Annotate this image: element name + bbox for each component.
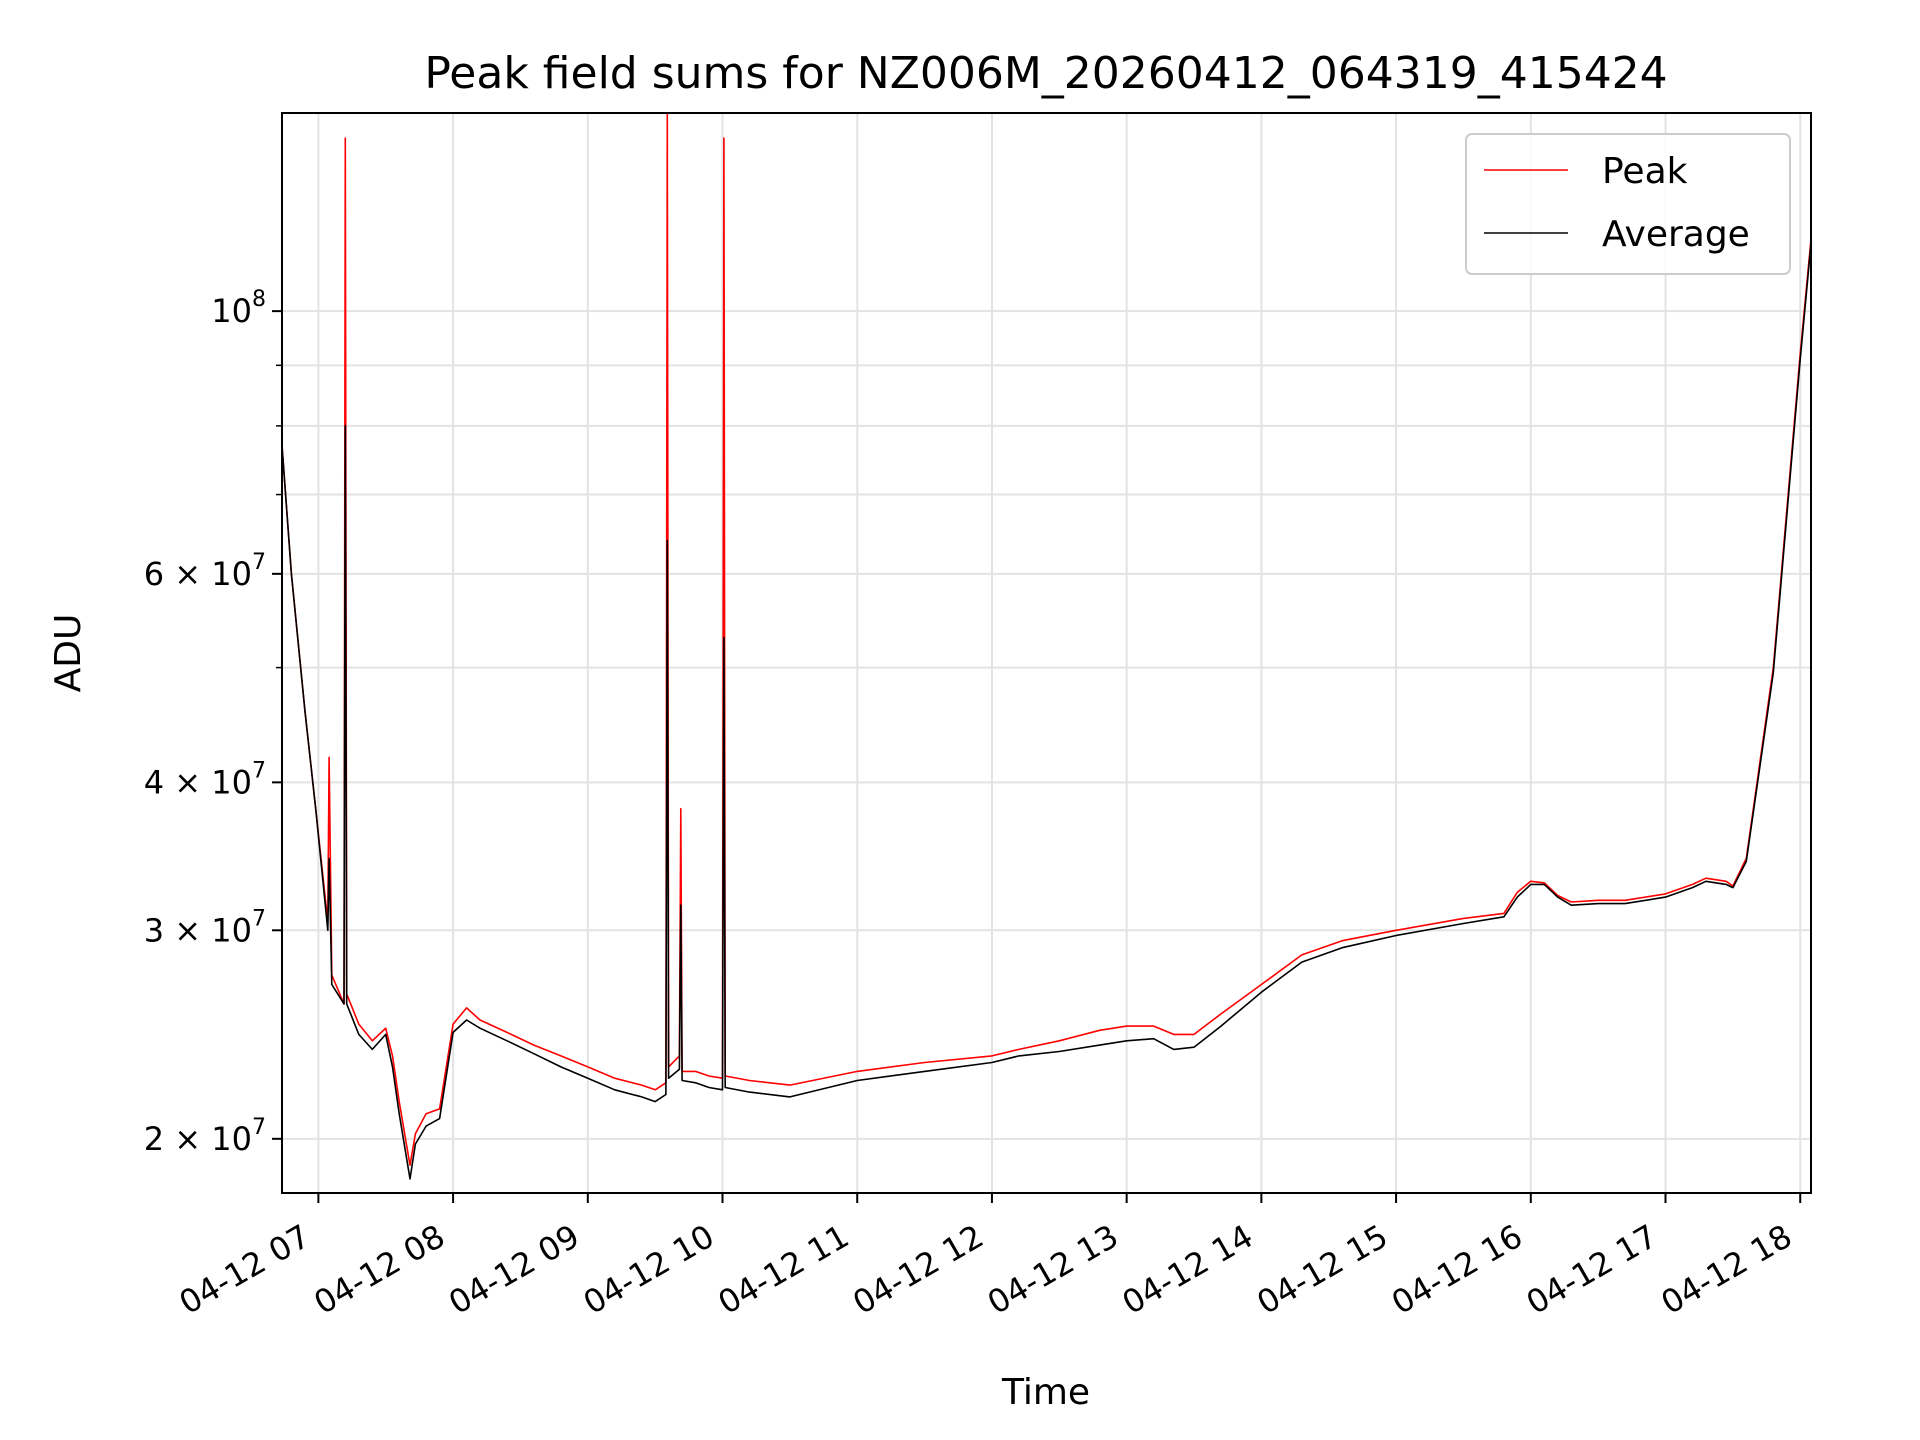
y-tick-mantissa: 10 xyxy=(211,292,252,330)
data-series xyxy=(282,113,1811,1180)
y-tick-label: 3 × 107 xyxy=(144,906,266,949)
grid-lines xyxy=(282,113,1811,1193)
x-tick-label: 04-12 12 xyxy=(846,1217,990,1322)
y-tick-exponent: 7 xyxy=(252,758,266,783)
legend: Peak Average xyxy=(1465,133,1791,275)
y-tick-exponent: 7 xyxy=(252,550,266,575)
chart-title: Peak field sums for NZ006M_20260412_0643… xyxy=(424,48,1667,99)
y-tick-mantissa: 2 × 10 xyxy=(144,1120,252,1158)
y-axis-label: ADU xyxy=(48,614,89,693)
legend-box xyxy=(1465,133,1791,275)
y-tick-exponent: 7 xyxy=(252,1115,266,1140)
y-tick-label: 2 × 107 xyxy=(144,1115,266,1158)
legend-label-average: Average xyxy=(1602,214,1750,255)
plot-area-frame xyxy=(281,112,1812,1194)
y-tick-label: 108 xyxy=(211,287,266,330)
x-tick-label: 04-12 07 xyxy=(173,1217,317,1322)
x-tick-label: 04-12 13 xyxy=(981,1217,1125,1322)
x-tick-label: 04-12 11 xyxy=(712,1217,856,1322)
x-axis-label: Time xyxy=(1001,1372,1090,1413)
y-tick-label: 6 × 107 xyxy=(144,550,266,593)
x-tick-label: 04-12 14 xyxy=(1116,1217,1260,1322)
x-tick-label: 04-12 17 xyxy=(1520,1217,1664,1322)
x-tick-label: 04-12 18 xyxy=(1655,1217,1799,1322)
y-tick-exponent: 7 xyxy=(252,906,266,931)
y-tick-exponent: 8 xyxy=(252,287,266,312)
y-tick-label: 4 × 107 xyxy=(144,758,266,801)
x-tick-label: 04-12 15 xyxy=(1250,1217,1394,1322)
x-tick-label: 04-12 09 xyxy=(442,1217,586,1322)
legend-label-peak: Peak xyxy=(1602,151,1688,192)
x-tick-label: 04-12 10 xyxy=(577,1217,721,1322)
series-line-average xyxy=(282,243,1811,1180)
x-tick-label: 04-12 08 xyxy=(307,1217,451,1322)
y-tick-mantissa: 3 × 10 xyxy=(144,911,252,949)
y-tick-mantissa: 6 × 10 xyxy=(144,555,252,593)
x-tick-label: 04-12 16 xyxy=(1385,1217,1529,1322)
y-tick-mantissa: 4 × 10 xyxy=(144,763,252,801)
